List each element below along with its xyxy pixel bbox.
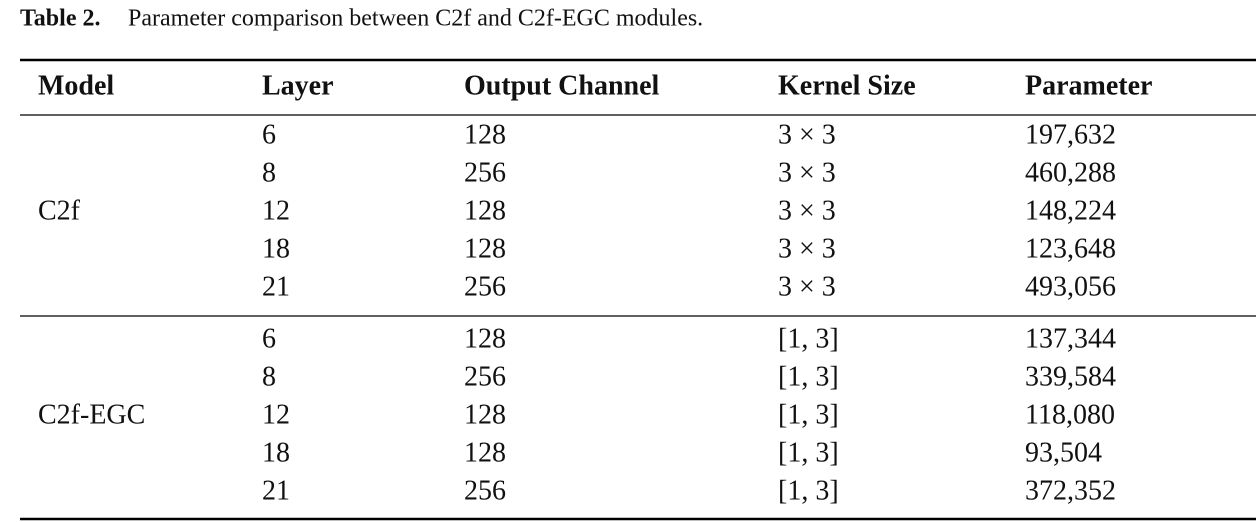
cell: 3 × 3 xyxy=(778,195,836,226)
cell: 128 xyxy=(464,399,506,430)
cell: 12 xyxy=(262,195,290,226)
cell: 197,632 xyxy=(1025,119,1116,150)
cell: 148,224 xyxy=(1025,195,1116,226)
cell: 3 × 3 xyxy=(778,157,836,188)
cell: [1, 3] xyxy=(778,475,839,506)
cell: 3 × 3 xyxy=(778,271,836,302)
cell: 3 × 3 xyxy=(778,233,836,264)
cell: 128 xyxy=(464,195,506,226)
cell: 128 xyxy=(464,233,506,264)
cell: 93,504 xyxy=(1025,437,1102,468)
header-cell: Output Channel xyxy=(464,70,660,101)
cell: 8 xyxy=(262,157,276,188)
cell: [1, 3] xyxy=(778,361,839,392)
cell: 372,352 xyxy=(1025,475,1116,506)
header-cell: Kernel Size xyxy=(778,70,916,101)
cell: 8 xyxy=(262,361,276,392)
cell: 493,056 xyxy=(1025,271,1116,302)
cell: 21 xyxy=(262,475,290,506)
cell: 3 × 3 xyxy=(778,119,836,150)
cell: 21 xyxy=(262,271,290,302)
caption-text: Parameter comparison between C2f and C2f… xyxy=(128,6,703,32)
cell: 18 xyxy=(262,437,290,468)
cell: 137,344 xyxy=(1025,323,1116,354)
cell: 123,648 xyxy=(1025,233,1116,264)
cell: 118,080 xyxy=(1025,399,1115,430)
cell: 128 xyxy=(464,119,506,150)
cell: 256 xyxy=(464,475,506,506)
cell: 128 xyxy=(464,437,506,468)
cell: [1, 3] xyxy=(778,437,839,468)
header-cell: Layer xyxy=(262,70,334,101)
cell: 6 xyxy=(262,119,276,150)
header-cell: Parameter xyxy=(1025,70,1152,101)
cell: 6 xyxy=(262,323,276,354)
cell: 18 xyxy=(262,233,290,264)
cell: [1, 3] xyxy=(778,323,839,354)
model-cell: C2f-EGC xyxy=(38,399,145,430)
cell: 12 xyxy=(262,399,290,430)
cell: [1, 3] xyxy=(778,399,839,430)
cell: 339,584 xyxy=(1025,361,1116,392)
cell: 128 xyxy=(464,323,506,354)
cell: 460,288 xyxy=(1025,157,1116,188)
cell: 256 xyxy=(464,271,506,302)
model-cell: C2f xyxy=(38,195,81,226)
cell: 256 xyxy=(464,361,506,392)
caption-label: Table 2. xyxy=(20,6,100,32)
cell: 256 xyxy=(464,157,506,188)
header-cell: Model xyxy=(38,70,114,101)
